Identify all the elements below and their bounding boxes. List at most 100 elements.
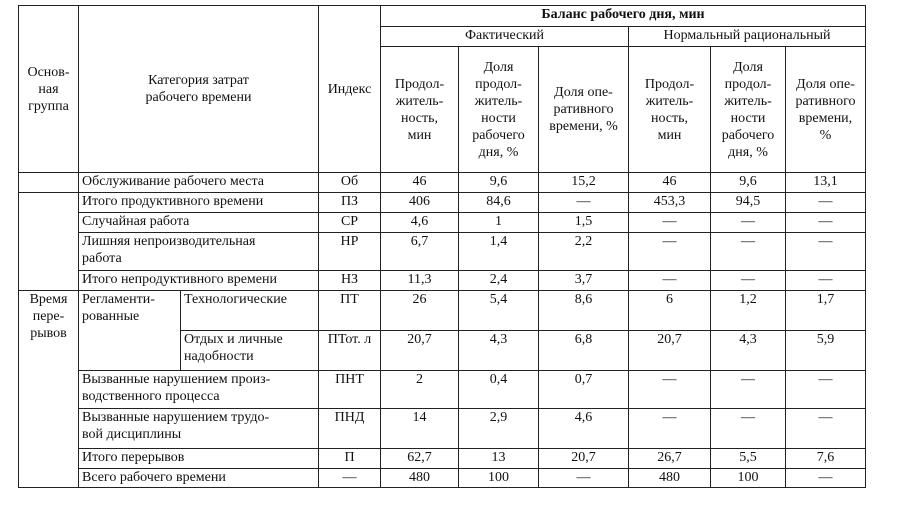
header-category: Категория затрат рабочего времени bbox=[78, 5, 319, 173]
category-cell: Вызванные нарушением произ- водственного… bbox=[78, 370, 319, 409]
value-cell: 2,2 bbox=[538, 232, 629, 271]
index-cell: ПЗ bbox=[318, 192, 381, 213]
value-cell: 6,7 bbox=[380, 232, 459, 271]
value-cell: 14 bbox=[380, 408, 459, 449]
value-cell: 4,6 bbox=[538, 408, 629, 449]
category-cell: Случайная работа bbox=[78, 212, 319, 233]
value-cell: — bbox=[628, 232, 711, 271]
value-cell: 20,7 bbox=[628, 330, 711, 371]
category-cell: Итого перерывов bbox=[78, 448, 319, 469]
value-cell: 5,9 bbox=[785, 330, 866, 371]
value-cell: 20,7 bbox=[538, 448, 629, 469]
value-cell: 100 bbox=[458, 468, 539, 488]
index-cell: НЗ bbox=[318, 270, 381, 291]
value-cell: — bbox=[538, 468, 629, 488]
value-cell: — bbox=[785, 212, 866, 233]
column-header: Доля продол- житель- ности рабочего дня,… bbox=[710, 46, 786, 173]
value-cell: — bbox=[785, 468, 866, 488]
value-cell: — bbox=[710, 408, 786, 449]
value-cell: 1,4 bbox=[458, 232, 539, 271]
value-cell: 46 bbox=[628, 172, 711, 193]
header-actual: Фактический bbox=[380, 26, 629, 47]
value-cell: 5,4 bbox=[458, 290, 539, 331]
value-cell: 9,6 bbox=[458, 172, 539, 193]
value-cell: — bbox=[628, 270, 711, 291]
category-cell: Итого непродуктивного времени bbox=[78, 270, 319, 291]
header-normal: Нормальный рациональный bbox=[628, 26, 866, 47]
value-cell: 13 bbox=[458, 448, 539, 469]
value-cell: — bbox=[710, 232, 786, 271]
value-cell: 1,7 bbox=[785, 290, 866, 331]
value-cell: 3,7 bbox=[538, 270, 629, 291]
value-cell: 100 bbox=[710, 468, 786, 488]
header-balance: Баланс рабочего дня, мин bbox=[380, 5, 866, 27]
value-cell: 9,6 bbox=[710, 172, 786, 193]
table-row: Вызванные нарушением произ- водственного… bbox=[19, 370, 866, 409]
category-cell: Лишняя непроизводительная работа bbox=[78, 232, 319, 271]
value-cell: 2,4 bbox=[458, 270, 539, 291]
header-index: Индекс bbox=[318, 5, 381, 173]
value-cell: — bbox=[710, 370, 786, 409]
column-header: Доля опе- ративного времени, % bbox=[538, 46, 629, 173]
table-row: Итого перерывов П 62,7 13 20,7 26,7 5,5 7,6 bbox=[19, 448, 866, 469]
group-cell bbox=[18, 172, 79, 193]
index-cell: ПТот. л bbox=[318, 330, 381, 371]
value-cell: — bbox=[628, 212, 711, 233]
value-cell: 7,6 bbox=[785, 448, 866, 469]
index-cell: — bbox=[318, 468, 381, 488]
value-cell: 480 bbox=[380, 468, 459, 488]
value-cell: — bbox=[785, 270, 866, 291]
value-cell: 480 bbox=[628, 468, 711, 488]
index-cell: ПНД bbox=[318, 408, 381, 449]
column-header: Доля продол- житель- ности рабочего дня,… bbox=[458, 46, 539, 173]
value-cell: — bbox=[628, 408, 711, 449]
value-cell: 20,7 bbox=[380, 330, 459, 371]
category-cell: Всего рабочего времени bbox=[78, 468, 319, 488]
value-cell: 13,1 bbox=[785, 172, 866, 193]
category-cell: Технологические bbox=[180, 290, 319, 331]
value-cell: 94,5 bbox=[710, 192, 786, 213]
category-cell: Отдых и личные надобности bbox=[180, 330, 319, 371]
value-cell: 453,3 bbox=[628, 192, 711, 213]
header-group: Основ- ная группа bbox=[18, 5, 79, 173]
value-cell: — bbox=[710, 212, 786, 233]
column-header: Доля опе- ративного времени, % bbox=[785, 46, 866, 173]
value-cell: — bbox=[785, 370, 866, 409]
value-cell: 46 bbox=[380, 172, 459, 193]
value-cell: 6,8 bbox=[538, 330, 629, 371]
value-cell: — bbox=[785, 232, 866, 271]
value-cell: 6 bbox=[628, 290, 711, 331]
value-cell: 26 bbox=[380, 290, 459, 331]
value-cell: 1 bbox=[458, 212, 539, 233]
index-cell: НР bbox=[318, 232, 381, 271]
value-cell: 4,3 bbox=[710, 330, 786, 371]
value-cell: 5,5 bbox=[710, 448, 786, 469]
index-cell: П bbox=[318, 448, 381, 469]
value-cell: 62,7 bbox=[380, 448, 459, 469]
index-cell: Об bbox=[318, 172, 381, 193]
value-cell: 4,6 bbox=[380, 212, 459, 233]
index-cell: СР bbox=[318, 212, 381, 233]
value-cell: 8,6 bbox=[538, 290, 629, 331]
table-row: Время пере- рывов Регламенти- рованные Тех… bbox=[18, 290, 866, 488]
value-cell: 15,2 bbox=[538, 172, 629, 193]
table-row: Случайная работа СР 4,6 1 1,5— — — bbox=[19, 212, 866, 233]
column-header: Продол- житель- ность, мин bbox=[380, 46, 459, 173]
value-cell: 11,3 bbox=[380, 270, 459, 291]
balance-table: Основ- ная группа Категория затрат рабоч… bbox=[18, 5, 866, 488]
value-cell: — bbox=[785, 192, 866, 213]
index-cell: ПТ bbox=[318, 290, 381, 331]
value-cell: 406 bbox=[380, 192, 459, 213]
table-row: Лишняя непроизводительная работа НР 6,7 1,4… bbox=[19, 232, 866, 271]
subgroup-cell: Регламенти- рованные bbox=[78, 290, 181, 371]
table-row: Всего рабочего времени —480 100—480 100— bbox=[19, 468, 866, 488]
category-cell: Обслуживание рабочего места bbox=[78, 172, 319, 193]
table-row: Вызванные нарушением трудо- вой дисципли… bbox=[19, 408, 866, 449]
value-cell: — bbox=[785, 408, 866, 449]
table-body: Основ- ная группа Категория затрат рабоч… bbox=[18, 5, 866, 488]
category-cell: Итого продуктивного времени bbox=[78, 192, 319, 213]
value-cell: 0,4 bbox=[458, 370, 539, 409]
category-cell: Вызванные нарушением трудо- вой дисципли… bbox=[78, 408, 319, 449]
table-row: Обслуживание рабочего места Об 46 9,6 15,2 46… bbox=[18, 172, 866, 193]
value-cell: — bbox=[628, 370, 711, 409]
